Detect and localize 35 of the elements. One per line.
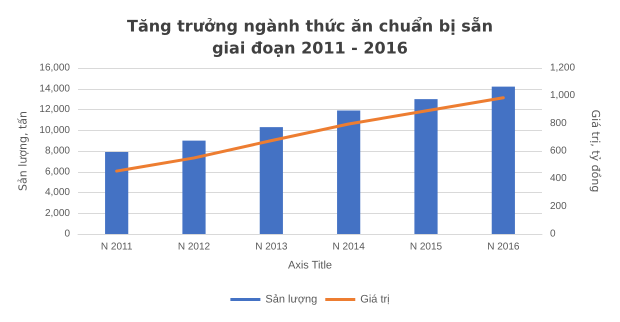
y-tick-label: 10,000 [39, 124, 70, 136]
x-tick-label: N 2013 [255, 242, 288, 252]
legend-label: Giá trị [360, 294, 390, 306]
y2-tick-label: 800 [550, 118, 568, 129]
y-tick-label: 14,000 [39, 83, 70, 94]
y-tick-label: 8,000 [44, 146, 70, 156]
bar [492, 86, 515, 234]
y-tick-label: 2,000 [44, 208, 70, 219]
x-axis-title: Axis Title [288, 260, 332, 272]
bar [105, 152, 128, 234]
y2-axis-title: Giá trị, tỷ đồng [589, 110, 602, 192]
bar [337, 110, 360, 234]
x-tick-label: N 2012 [178, 242, 211, 252]
x-tick-label: N 2016 [487, 242, 520, 252]
y-tick-label: 6,000 [44, 166, 70, 178]
y-tick-label: 16,000 [39, 62, 70, 74]
x-tick-label: N 2011 [100, 242, 133, 252]
y2-tick-label: 200 [550, 200, 568, 212]
y-tick-label: 12,000 [39, 104, 70, 115]
line-series [115, 96, 505, 173]
bar [260, 127, 283, 234]
y2-tick-label: 0 [550, 228, 556, 240]
x-tick-label: N 2015 [410, 242, 443, 252]
x-tick-label: N 2014 [332, 242, 366, 252]
bar [414, 99, 438, 234]
y2-tick-label: 1,000 [550, 90, 576, 102]
y-tick-label: 4,000 [44, 187, 70, 198]
y-axis-title: Sản lượng, tấn [16, 111, 30, 191]
y2-tick-label: 1,200 [550, 62, 576, 74]
y2-tick-label: 400 [550, 173, 568, 184]
y-tick-label: 0 [64, 228, 70, 240]
chart-title: Tăng trưởng ngành thức ăn chuẩn bị sẵn giai đoạn 2011 - 2016 [127, 16, 493, 58]
legend-label: Sản lượng [265, 294, 318, 306]
bar [182, 140, 206, 234]
y2-tick-label: 600 [550, 146, 568, 156]
